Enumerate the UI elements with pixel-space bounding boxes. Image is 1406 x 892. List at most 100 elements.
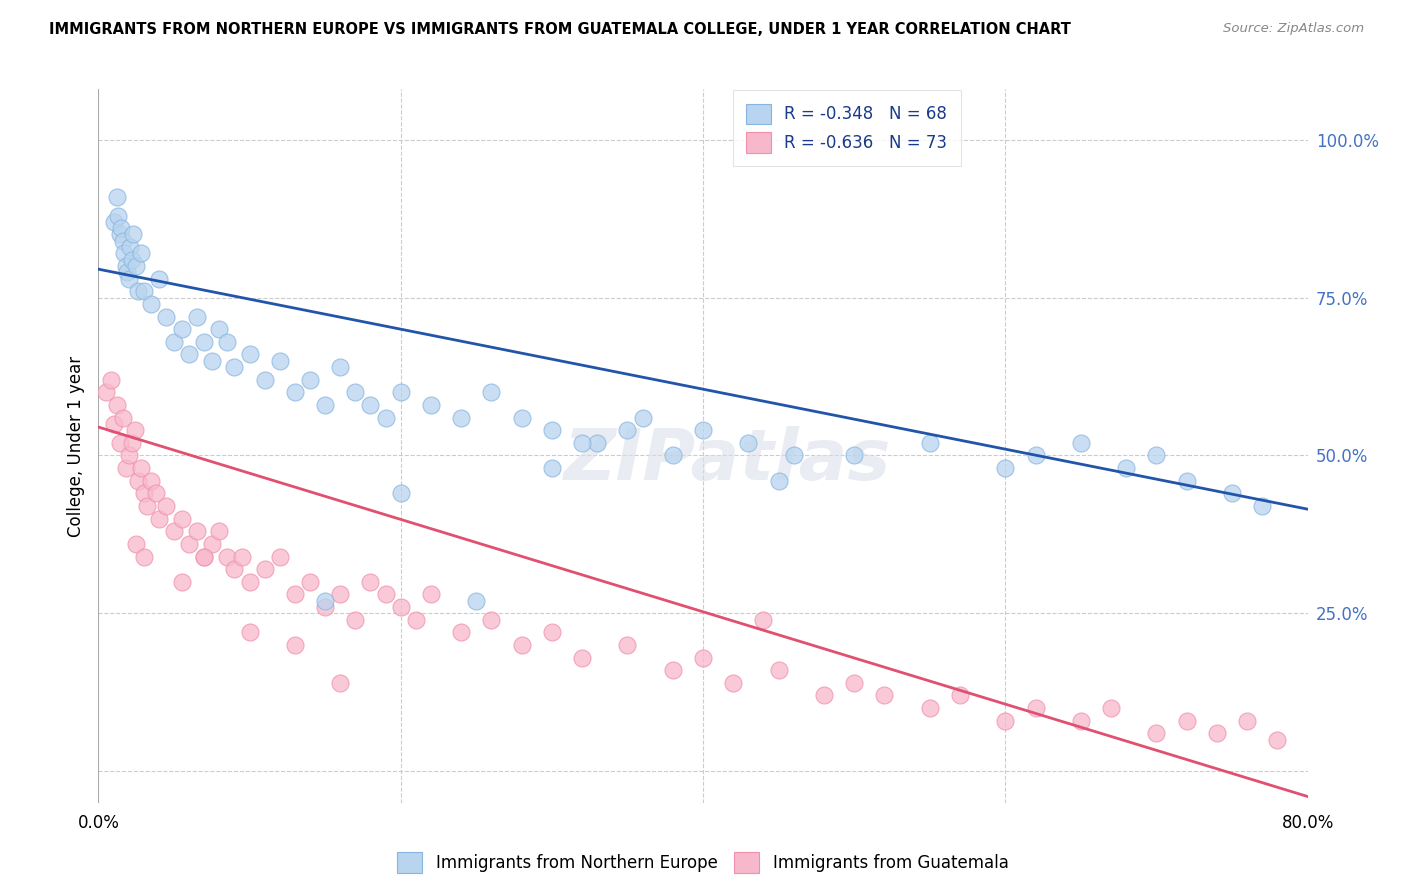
Point xyxy=(239,625,262,640)
Point xyxy=(299,373,322,387)
Point xyxy=(540,625,562,640)
Point xyxy=(122,227,145,242)
Point xyxy=(661,449,683,463)
Point xyxy=(616,423,638,437)
Point xyxy=(329,360,352,375)
Point xyxy=(224,360,246,375)
Point xyxy=(103,215,125,229)
Point xyxy=(314,398,336,412)
Point xyxy=(170,322,193,336)
Point xyxy=(115,265,138,279)
Point xyxy=(299,574,322,589)
Point xyxy=(1099,701,1122,715)
Point xyxy=(125,259,148,273)
Point xyxy=(107,209,129,223)
Point xyxy=(420,398,443,412)
Point xyxy=(208,322,231,336)
Point xyxy=(284,638,307,652)
Point xyxy=(571,435,593,450)
Y-axis label: College, Under 1 year: College, Under 1 year xyxy=(66,355,84,537)
Point xyxy=(813,689,835,703)
Point xyxy=(420,587,443,601)
Point xyxy=(1267,732,1289,747)
Point xyxy=(1115,461,1137,475)
Point xyxy=(224,562,246,576)
Point xyxy=(360,398,382,412)
Point xyxy=(163,334,186,349)
Point xyxy=(112,246,135,260)
Text: ZIPatlas: ZIPatlas xyxy=(564,425,891,495)
Point xyxy=(105,398,128,412)
Point xyxy=(571,650,593,665)
Point xyxy=(179,537,201,551)
Point xyxy=(360,574,382,589)
Point xyxy=(389,486,412,500)
Point xyxy=(118,449,141,463)
Point xyxy=(108,435,131,450)
Point xyxy=(155,310,177,324)
Point xyxy=(844,675,866,690)
Point xyxy=(231,549,253,564)
Point xyxy=(100,373,122,387)
Text: IMMIGRANTS FROM NORTHERN EUROPE VS IMMIGRANTS FROM GUATEMALA COLLEGE, UNDER 1 YE: IMMIGRANTS FROM NORTHERN EUROPE VS IMMIG… xyxy=(49,22,1071,37)
Point xyxy=(284,587,307,601)
Point xyxy=(215,549,238,564)
Point xyxy=(148,511,170,525)
Point xyxy=(1175,474,1198,488)
Point xyxy=(1024,701,1046,715)
Point xyxy=(201,353,224,368)
Point xyxy=(405,613,427,627)
Point xyxy=(127,474,149,488)
Point xyxy=(108,227,131,242)
Point xyxy=(269,353,291,368)
Point xyxy=(374,410,396,425)
Point xyxy=(692,650,714,665)
Point xyxy=(314,600,336,615)
Point xyxy=(118,271,141,285)
Point xyxy=(692,423,714,437)
Point xyxy=(994,461,1017,475)
Point xyxy=(1146,726,1168,740)
Point xyxy=(111,410,134,425)
Point xyxy=(125,537,148,551)
Point xyxy=(616,638,638,652)
Point xyxy=(661,663,683,677)
Point xyxy=(170,511,193,525)
Point xyxy=(586,435,609,450)
Point xyxy=(540,461,562,475)
Point xyxy=(540,423,562,437)
Point xyxy=(114,461,136,475)
Point xyxy=(949,689,972,703)
Point xyxy=(450,625,472,640)
Point xyxy=(170,574,193,589)
Point xyxy=(111,234,134,248)
Point xyxy=(344,613,367,627)
Point xyxy=(193,549,215,564)
Point xyxy=(783,449,806,463)
Point xyxy=(465,593,488,607)
Point xyxy=(1024,449,1046,463)
Point xyxy=(994,714,1017,728)
Point xyxy=(239,347,262,361)
Point xyxy=(124,423,146,437)
Point xyxy=(145,486,167,500)
Point xyxy=(155,499,177,513)
Point xyxy=(481,613,503,627)
Point xyxy=(253,373,276,387)
Point xyxy=(110,221,132,235)
Point xyxy=(510,638,533,652)
Point xyxy=(193,334,215,349)
Point xyxy=(918,435,941,450)
Point xyxy=(768,474,790,488)
Point xyxy=(389,385,412,400)
Point xyxy=(768,663,790,677)
Point xyxy=(481,385,503,400)
Point xyxy=(1220,486,1243,500)
Point xyxy=(723,675,745,690)
Point xyxy=(129,246,152,260)
Point xyxy=(344,385,367,400)
Point xyxy=(193,549,215,564)
Point xyxy=(132,486,155,500)
Point xyxy=(132,285,155,299)
Point xyxy=(1146,449,1168,463)
